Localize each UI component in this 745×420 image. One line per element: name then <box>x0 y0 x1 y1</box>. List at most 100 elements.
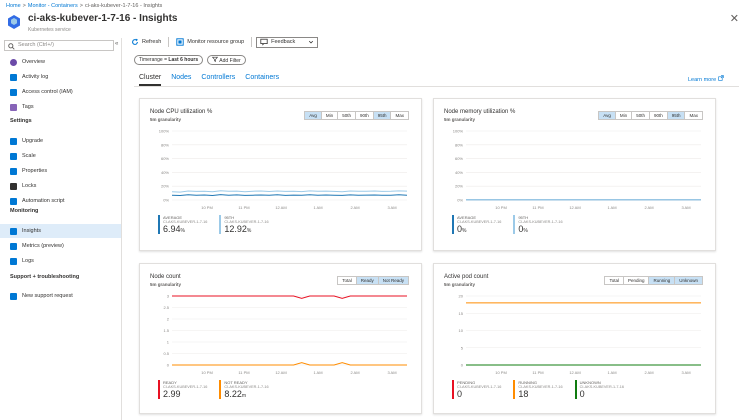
toggle-max[interactable]: Max <box>391 112 408 119</box>
toggle-not-ready[interactable]: Not Ready <box>378 277 408 284</box>
breadcrumb: Home > Monitor - Containers > ci-aks-kub… <box>6 1 162 11</box>
card-title: Active pod count <box>444 274 489 280</box>
toggle-50th[interactable]: 50th <box>632 112 650 119</box>
sidebar-item-label: Metrics (preview) <box>22 243 64 249</box>
sidebar-search-input[interactable]: Search (Ctrl+/) <box>4 40 114 51</box>
legend-item[interactable]: AVERAGE CI-AKS-KUBEVER-1-7-16 6.94% <box>158 215 207 234</box>
sidebar-item-upgrade[interactable]: Upgrade <box>0 134 121 148</box>
x-tick-label: 2 AM <box>644 205 653 210</box>
monitor-resource-group-button[interactable]: Monitor resource group <box>173 37 247 48</box>
toggle-avg[interactable]: Avg <box>599 112 616 119</box>
legend-series-source: CI-AKS-KUBEVER-1-7-16 <box>457 220 502 224</box>
breadcrumb-home[interactable]: Home <box>6 3 21 9</box>
toggle-90th[interactable]: 90th <box>355 112 374 119</box>
memory-utilization-card: Node memory utilization % 5m granularity A… <box>433 98 716 251</box>
overview-icon <box>10 58 17 66</box>
collapse-sidebar-icon[interactable]: « <box>115 41 119 47</box>
y-tick-label: 0.5 <box>163 351 169 356</box>
toggle-90th[interactable]: 90th <box>649 112 668 119</box>
chart-legend: AVERAGE CI-AKS-KUBEVER-1-7-16 6.94% 95TH CI-… <box>158 215 269 234</box>
sidebar-item-metrics-preview[interactable]: Metrics (preview) <box>0 239 121 253</box>
close-icon[interactable]: ✕ <box>729 13 739 25</box>
toggle-min[interactable]: Min <box>321 112 339 119</box>
tab-containers[interactable]: Containers <box>245 74 280 81</box>
y-tick-label: 20% <box>161 184 169 189</box>
toggle-total[interactable]: Total <box>338 277 357 284</box>
feedback-dropdown[interactable]: Feedback <box>256 36 319 48</box>
legend-value-unit: % <box>246 228 252 234</box>
toggle-min[interactable]: Min <box>615 112 633 119</box>
legend-item[interactable]: NOT READY CI-AKS-KUBEVER-1-7-16 8.22m <box>219 380 269 399</box>
sidebar-item-properties[interactable]: Properties <box>0 164 121 178</box>
card-granularity: 5m granularity <box>150 282 182 287</box>
sidebar-item-scale[interactable]: Scale <box>0 149 121 163</box>
sidebar-item-logs[interactable]: Logs <box>0 254 121 268</box>
legend-item[interactable]: PENDING CI-AKS-KUBEVER-1-7-16 0 <box>452 380 501 399</box>
x-tick-label: 3 AM <box>387 370 396 375</box>
timerange-pill[interactable]: Timerange = Last 6 hours <box>134 55 204 65</box>
legend-value: 0 <box>580 389 624 399</box>
legend-series-source: CI-AKS-KUBEVER-1-7-16 <box>457 385 502 389</box>
breadcrumb-monitor-containers[interactable]: Monitor - Containers <box>27 3 78 9</box>
x-tick-label: 1 AM <box>607 370 616 375</box>
legend-value: 6.94% <box>163 224 207 234</box>
sidebar-item-label: New support request <box>22 293 73 299</box>
x-tick-label: 1 AM <box>313 370 322 375</box>
toggle-50th[interactable]: 50th <box>338 112 356 119</box>
legend-item[interactable]: 95TH CI-AKS-KUBEVER-1-7-16 12.92% <box>219 215 269 234</box>
toggle-total[interactable]: Total <box>605 277 624 284</box>
toggle-ready[interactable]: Ready <box>356 277 379 284</box>
sidebar-item-label: Tags <box>22 104 34 110</box>
legend-item[interactable]: AVERAGE CI-AKS-KUBEVER-1-7-16 0% <box>452 215 501 234</box>
refresh-icon <box>132 38 139 45</box>
learn-more-link[interactable]: Learn more <box>688 75 724 83</box>
y-tick-label: 20% <box>455 184 463 189</box>
sidebar-item-new-support-request[interactable]: New support request <box>0 289 121 303</box>
toggle-max[interactable]: Max <box>685 112 702 119</box>
sidebar-section-support: Support + troubleshooting <box>10 274 80 280</box>
sidebar-item-access-control-iam[interactable]: Access control (IAM) <box>0 85 121 99</box>
card-title: Node memory utilization % <box>444 109 516 115</box>
sidebar-item-insights[interactable]: Insights <box>0 224 121 238</box>
tab-controllers[interactable]: Controllers <box>201 74 236 81</box>
toggle-running[interactable]: Running <box>649 277 676 284</box>
sidebar-item-tags[interactable]: Tags <box>0 100 121 114</box>
toggle-unknown[interactable]: Unknown <box>675 277 702 284</box>
legend-item[interactable]: RUNNING CI-AKS-KUBEVER-1-7-16 18 <box>513 380 563 399</box>
legend-item[interactable]: 95TH CI-AKS-KUBEVER-1-7-16 0% <box>513 215 563 234</box>
tab-cluster[interactable]: Cluster <box>139 74 162 86</box>
x-tick-label: 12 AM <box>569 370 580 375</box>
sidebar-item-overview[interactable]: Overview <box>0 55 121 69</box>
page-title: ci-aks-kubever-1-7-16 - Insights <box>28 13 178 24</box>
y-tick-label: 40% <box>161 170 169 175</box>
chart-legend: READY CI-AKS-KUBEVER-1-7-16 2.99 NOT READY C… <box>158 380 269 399</box>
legend-value-unit: % <box>523 228 528 234</box>
x-tick-label: 3 AM <box>681 205 690 210</box>
legend-item[interactable]: READY CI-AKS-KUBEVER-1-7-16 2.99 <box>158 380 207 399</box>
legend-item[interactable]: UNKNOWN CI-AKS-KUBEVER-1-7-16 0 <box>574 380 624 399</box>
y-tick-label: 2 <box>167 317 170 322</box>
y-tick-label: 80% <box>455 142 463 147</box>
sidebar-item-locks[interactable]: Locks <box>0 179 121 193</box>
sidebar-item-activity-log[interactable]: Activity log <box>0 70 121 84</box>
legend-series-name: PENDING <box>457 380 476 385</box>
legend-value: 0% <box>457 224 501 234</box>
sidebar-item-automation-script[interactable]: Automation script <box>0 194 121 208</box>
add-filter-button[interactable]: Add Filter <box>207 55 246 65</box>
sidebar-item-label: Locks <box>22 183 37 189</box>
metrics-icon <box>10 242 17 250</box>
cpu-utilization-card: Node CPU utilization % 5m granularity Avg M… <box>139 98 422 251</box>
toggle-95th[interactable]: 95th <box>667 112 686 119</box>
lock-icon <box>10 182 17 190</box>
refresh-button[interactable]: Refresh <box>128 37 164 48</box>
x-tick-label: 3 AM <box>387 205 396 210</box>
toggle-95th[interactable]: 95th <box>373 112 392 119</box>
breadcrumb-current[interactable]: ci-aks-kubever-1-7-16 - Insights <box>84 3 163 9</box>
card-granularity: 5m granularity <box>444 282 476 287</box>
toggle-avg[interactable]: Avg <box>305 112 322 119</box>
chevron-down-icon <box>309 40 314 44</box>
tab-nodes[interactable]: Nodes <box>171 74 192 81</box>
line-chart: 3 2.5 2 1.5 1 0.5 0 10 PM 11 PM 12 AM 1 AM 2 AM 3 AM <box>163 294 407 375</box>
toggle-pending[interactable]: Pending <box>623 277 650 284</box>
